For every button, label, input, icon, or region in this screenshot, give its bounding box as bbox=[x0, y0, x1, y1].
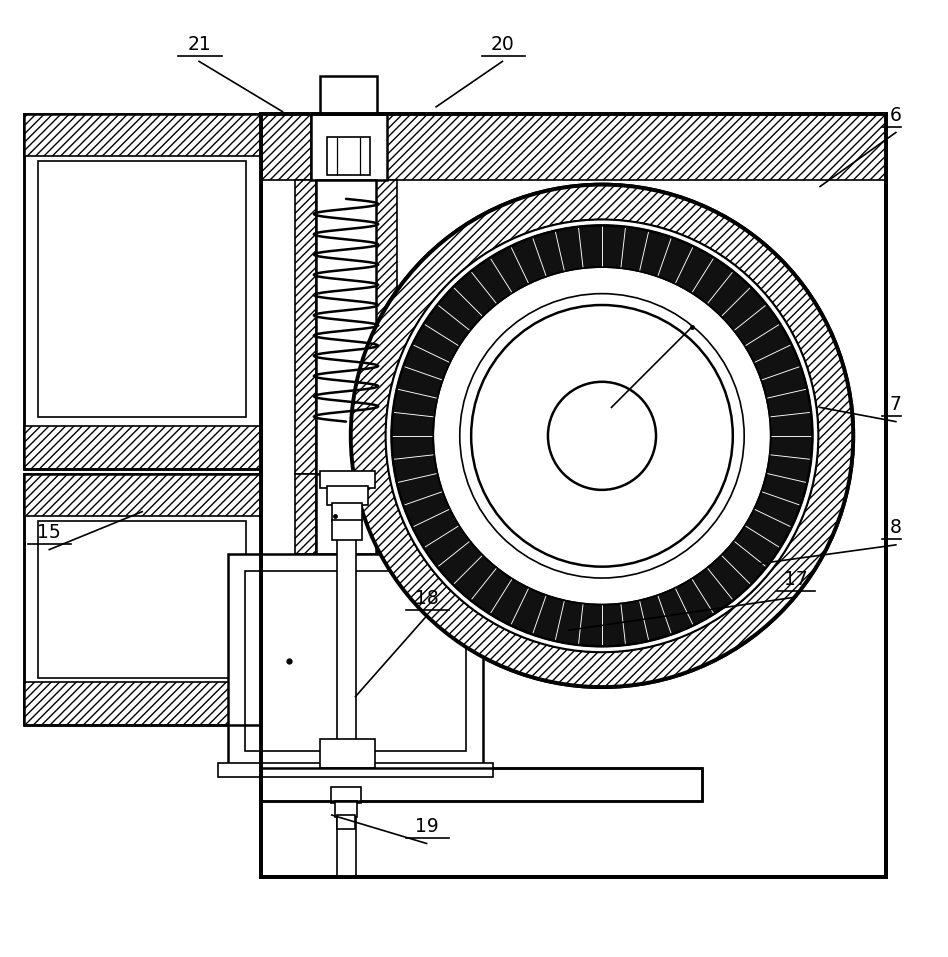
Circle shape bbox=[471, 305, 733, 567]
Bar bbox=[320, 739, 375, 768]
Bar bbox=[261, 768, 702, 801]
Bar bbox=[376, 474, 397, 554]
Bar bbox=[295, 180, 316, 474]
Text: 20: 20 bbox=[490, 34, 515, 54]
Bar bbox=[335, 801, 357, 817]
Bar bbox=[337, 815, 355, 830]
Bar bbox=[295, 474, 316, 554]
Bar bbox=[316, 474, 376, 554]
Bar bbox=[24, 114, 261, 156]
Circle shape bbox=[460, 294, 744, 578]
Bar bbox=[337, 535, 356, 877]
Bar bbox=[24, 114, 261, 469]
Bar bbox=[24, 427, 261, 469]
Bar bbox=[320, 76, 377, 114]
Circle shape bbox=[548, 382, 656, 490]
Bar bbox=[376, 180, 397, 474]
Bar bbox=[261, 114, 311, 180]
Bar bbox=[38, 161, 246, 417]
Bar bbox=[316, 180, 376, 474]
Bar bbox=[261, 768, 702, 801]
Bar bbox=[24, 682, 261, 725]
Text: 8: 8 bbox=[890, 519, 902, 537]
Bar bbox=[24, 474, 261, 517]
Bar bbox=[327, 137, 370, 175]
Bar bbox=[332, 521, 362, 540]
Text: 6: 6 bbox=[890, 106, 902, 125]
Circle shape bbox=[351, 185, 853, 687]
Bar bbox=[261, 114, 886, 877]
Circle shape bbox=[386, 220, 818, 652]
Bar bbox=[218, 763, 493, 777]
Bar bbox=[38, 522, 246, 678]
Bar bbox=[24, 474, 261, 725]
Bar bbox=[245, 571, 466, 750]
Text: 17: 17 bbox=[784, 570, 809, 590]
Bar bbox=[327, 486, 368, 505]
Bar bbox=[320, 471, 375, 488]
Text: 19: 19 bbox=[414, 817, 439, 835]
Bar bbox=[228, 554, 483, 768]
Bar bbox=[24, 114, 261, 469]
Bar bbox=[261, 114, 886, 877]
Bar bbox=[311, 114, 387, 180]
Text: 7: 7 bbox=[890, 395, 902, 414]
Text: 15: 15 bbox=[37, 523, 62, 542]
Bar bbox=[331, 787, 361, 803]
Bar bbox=[332, 503, 362, 522]
Bar bbox=[24, 474, 261, 725]
Bar bbox=[387, 114, 886, 180]
Text: 21: 21 bbox=[187, 34, 211, 54]
Circle shape bbox=[386, 220, 818, 652]
Text: 18: 18 bbox=[414, 590, 439, 609]
